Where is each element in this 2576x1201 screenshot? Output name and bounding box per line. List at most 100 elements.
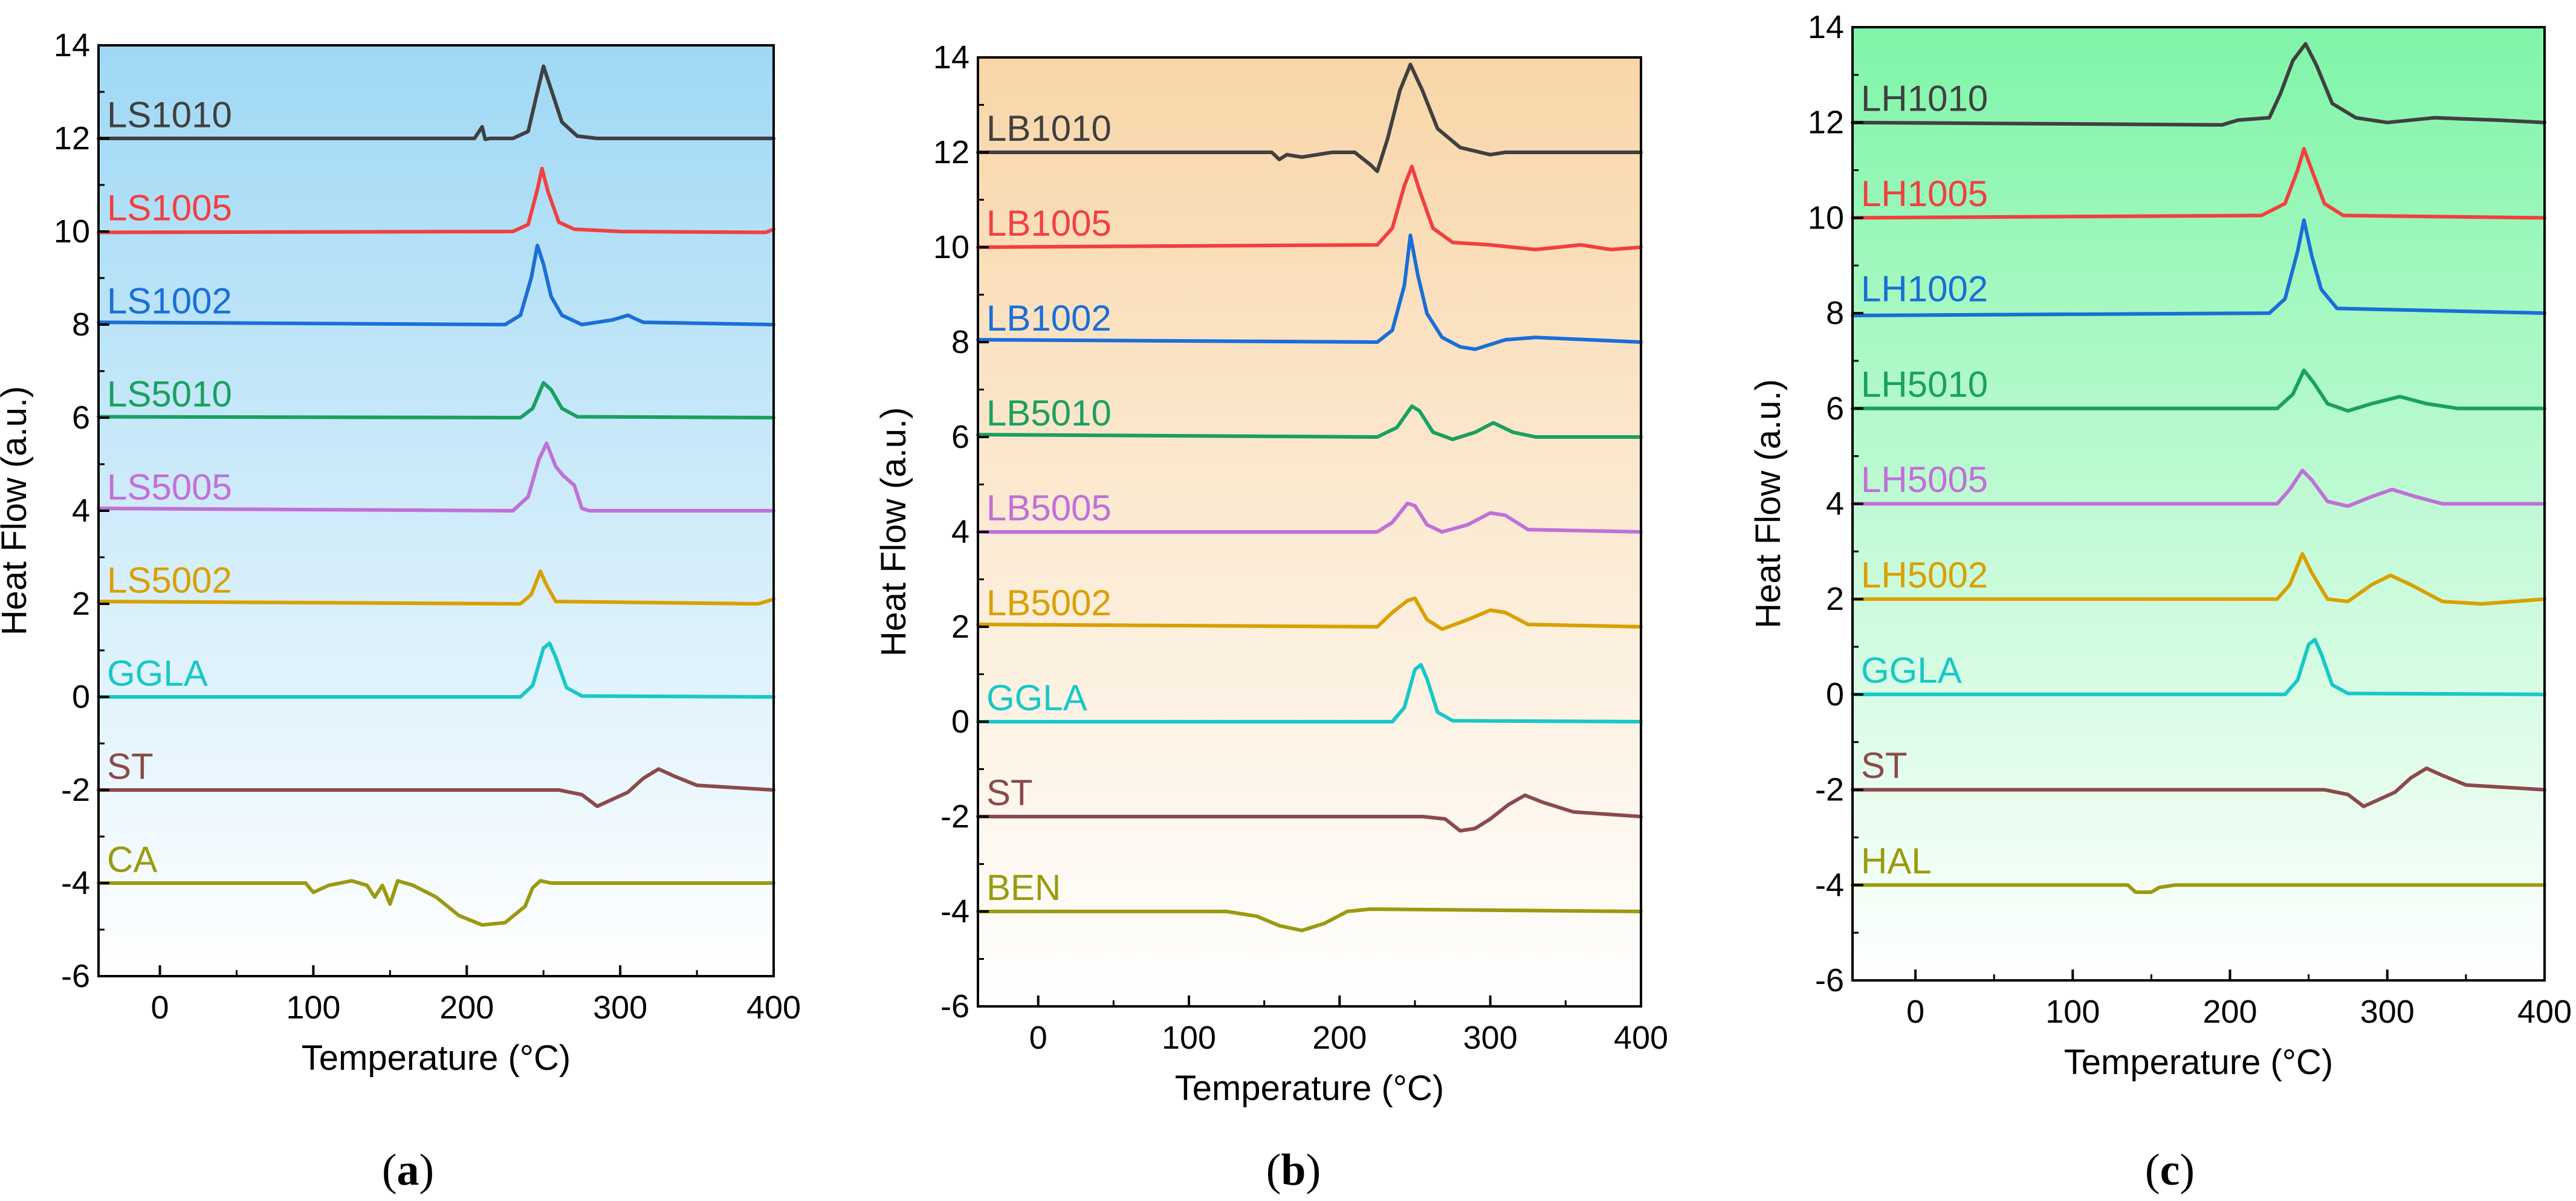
- x-tick-label: 300: [2360, 994, 2415, 1030]
- series-label-ls1002: LS1002: [107, 281, 232, 322]
- caption-paren-open: (: [2145, 1145, 2160, 1195]
- caption-paren-close: ): [1306, 1145, 1321, 1195]
- series-label-ls5002: LS5002: [107, 560, 232, 601]
- series-line-lb5002: [976, 596, 1643, 631]
- y-tick-label: -4: [1815, 867, 1844, 903]
- series-label-ben: BEN: [986, 867, 1061, 908]
- series-line-st: [97, 767, 775, 808]
- series-line-ls1010: [97, 64, 775, 141]
- y-tick-label: 8: [72, 306, 90, 343]
- chart-panel-c: LH1010 LH1005 LH1002 LH5010 LH5005 LH5002 GGLA…: [1749, 9, 2572, 1195]
- y-axis-label: Heat Flow (a.u.): [1749, 379, 1788, 629]
- series-line-ls1005: [97, 167, 775, 235]
- x-tick-label: 100: [2045, 994, 2100, 1030]
- caption-letter: c: [2160, 1145, 2180, 1195]
- panel-caption: (c): [2145, 1145, 2195, 1195]
- y-tick-label: 2: [1826, 581, 1844, 617]
- series-label-lh5005: LH5005: [1861, 459, 1988, 500]
- series-line-lh1010: [1851, 42, 2546, 127]
- y-tick-label: 0: [72, 679, 90, 715]
- x-tick-label: 300: [593, 989, 647, 1026]
- x-tick-label: 400: [746, 989, 801, 1026]
- series-line-lh1002: [1851, 218, 2546, 317]
- y-tick-label: 2: [72, 586, 90, 622]
- y-axis-label: Heat Flow (a.u.): [0, 386, 34, 636]
- y-tick-label: 10: [54, 213, 90, 250]
- series-label-lb5005: LB5005: [986, 488, 1112, 528]
- y-axis-label: Heat Flow (a.u.): [874, 407, 913, 657]
- y-tick-label: 12: [54, 120, 90, 157]
- caption-paren-open: (: [382, 1145, 397, 1195]
- chart-panel-b: LB1010 LB1005 LB1002 LB5010 LB5005 LB5002 GGLA…: [874, 39, 1668, 1195]
- y-tick-label: 4: [1826, 486, 1844, 522]
- series-line-ls5002: [97, 569, 775, 606]
- series-label-ca: CA: [107, 840, 157, 880]
- series-line-lh5005: [1851, 468, 2546, 508]
- x-tick-label: 300: [1463, 1020, 1518, 1056]
- series-label-hal: HAL: [1861, 841, 1932, 881]
- y-tick-label: 10: [933, 229, 969, 265]
- series-label-ggla: GGLA: [107, 653, 208, 694]
- series-line-lb1002: [976, 233, 1643, 351]
- series-line-st: [976, 793, 1643, 833]
- caption-paren-open: (: [1266, 1145, 1281, 1195]
- y-tick-label: 8: [951, 324, 969, 360]
- x-tick-label: 0: [1906, 994, 1924, 1030]
- x-tick-label: 200: [1312, 1020, 1367, 1056]
- y-tick-label: -4: [61, 865, 90, 901]
- series-label-lh5010: LH5010: [1861, 364, 1988, 404]
- y-tick-label: 6: [951, 419, 969, 455]
- x-axis-label: Temperature (°C): [1175, 1069, 1444, 1108]
- series-label-ls5005: LS5005: [107, 467, 232, 508]
- x-tick-label: 400: [2517, 994, 2572, 1030]
- y-tick-label: 10: [1808, 199, 1844, 236]
- caption-paren-close: ): [2180, 1145, 2195, 1195]
- series-label-lb1002: LB1002: [986, 298, 1112, 338]
- series-line-lb1010: [976, 62, 1643, 173]
- x-tick-label: 0: [151, 989, 169, 1026]
- series-label-st: ST: [1861, 745, 1908, 786]
- series-line-lb1005: [976, 164, 1643, 251]
- y-tick-label: 12: [933, 134, 969, 170]
- series-label-ls1005: LS1005: [107, 188, 232, 228]
- series-label-st: ST: [986, 772, 1033, 813]
- panel-caption: (b): [1266, 1145, 1321, 1195]
- series-label-lb1005: LB1005: [986, 203, 1112, 244]
- y-tick-label: 4: [951, 514, 969, 550]
- series-label-lh5002: LH5002: [1861, 555, 1988, 595]
- series-line-lh1005: [1851, 147, 2546, 220]
- caption-letter: b: [1281, 1145, 1306, 1195]
- series-label-lh1002: LH1002: [1861, 269, 1988, 309]
- series-line-ls1002: [97, 244, 775, 326]
- y-tick-label: -2: [61, 772, 90, 808]
- x-axis-label: Temperature (°C): [2064, 1043, 2333, 1082]
- series-line-ls5005: [97, 441, 775, 513]
- x-tick-label: 100: [1162, 1020, 1216, 1056]
- series-label-lb1010: LB1010: [986, 108, 1112, 149]
- y-tick-label: 4: [72, 493, 90, 529]
- series-label-ggla: GGLA: [986, 678, 1087, 718]
- caption-letter: a: [397, 1145, 419, 1195]
- series-line-hal: [1851, 883, 2546, 895]
- series-line-lb5005: [976, 501, 1643, 534]
- y-tick-label: 14: [1808, 9, 1844, 45]
- y-tick-label: 8: [1826, 295, 1844, 331]
- y-tick-label: -6: [940, 988, 969, 1025]
- y-tick-label: 6: [1826, 390, 1844, 427]
- y-tick-label: 12: [1808, 105, 1844, 141]
- y-tick-label: -6: [61, 958, 90, 994]
- x-tick-label: 100: [286, 989, 340, 1026]
- series-line-lb5010: [976, 404, 1643, 441]
- x-tick-label: 400: [1614, 1020, 1668, 1056]
- series-label-ls1010: LS1010: [107, 95, 232, 135]
- series-line-lh5002: [1851, 552, 2546, 606]
- y-tick-label: 14: [54, 27, 90, 63]
- y-tick-label: 0: [951, 704, 969, 740]
- x-tick-label: 0: [1029, 1020, 1047, 1056]
- x-tick-label: 200: [2202, 994, 2257, 1030]
- series-line-lh5010: [1851, 368, 2546, 413]
- series-label-lb5010: LB5010: [986, 393, 1112, 433]
- series-label-lb5002: LB5002: [986, 583, 1112, 623]
- series-line-ggla: [97, 641, 775, 699]
